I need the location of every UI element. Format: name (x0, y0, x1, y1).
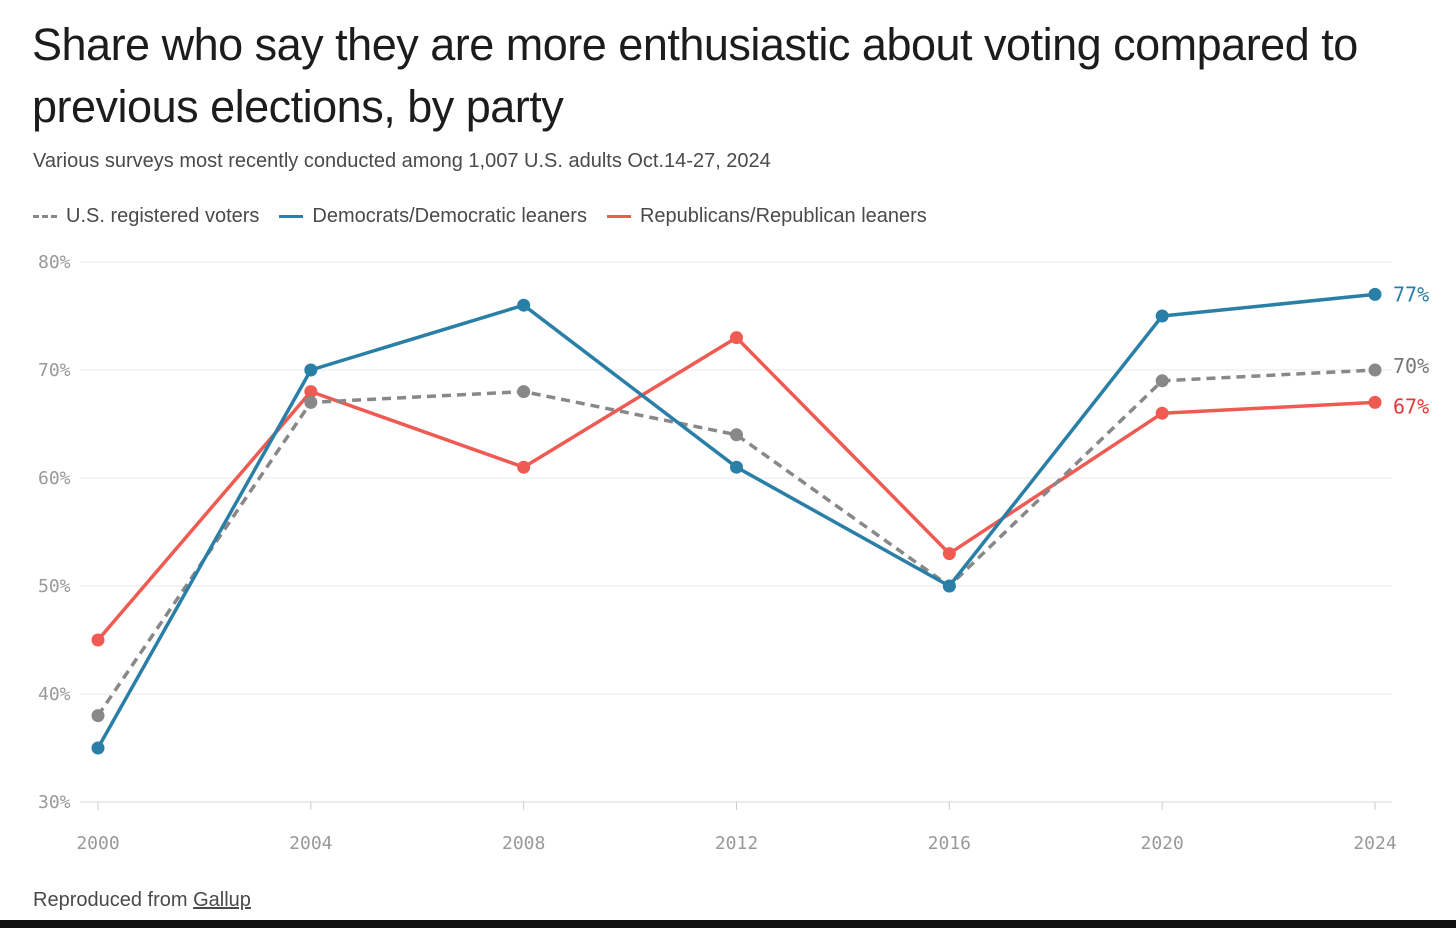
chart-title: Share who say they are more enthusiastic… (32, 19, 1358, 132)
data-point-dems (517, 298, 531, 312)
data-point-voters (1155, 374, 1169, 388)
x-tick-label: 2020 (1140, 833, 1183, 854)
bottom-bar (0, 920, 1456, 928)
data-point-dems (942, 579, 956, 593)
data-point-reps (91, 633, 105, 647)
series-line-voters (96, 368, 1376, 717)
data-point-voters (304, 395, 318, 409)
legend-label-reps: Republicans/Republican leaners (639, 204, 927, 227)
data-point-dems (730, 460, 743, 474)
series-line-dems (96, 292, 1376, 749)
y-tick-label: 60% (38, 468, 71, 489)
y-tick-label: 50% (38, 576, 71, 597)
data-point-voters (91, 709, 105, 723)
y-tick-label: 40% (38, 684, 71, 705)
data-point-reps (1368, 395, 1382, 409)
series-line-reps (96, 335, 1376, 642)
legend-label-voters: U.S. registered voters (66, 204, 260, 227)
x-tick-label: 2008 (502, 833, 545, 854)
end-label-voters: 70% (1393, 354, 1429, 378)
data-point-dems (91, 741, 105, 755)
x-tick-label: 2000 (76, 833, 119, 854)
source-link[interactable]: Gallup (193, 889, 251, 911)
x-tick-label: 2016 (928, 833, 971, 854)
legend-swatch-voters (33, 214, 57, 218)
x-tick-label: 2012 (715, 833, 758, 854)
legend-item-dems: Democrats/Democratic leaners (279, 205, 587, 228)
source-note: Reproduced from Gallup (33, 889, 251, 912)
data-point-dems (1368, 287, 1382, 301)
x-tick-label: 2024 (1353, 833, 1396, 854)
y-tick-label: 30% (38, 792, 71, 813)
data-point-reps (942, 547, 956, 561)
data-point-reps (1155, 406, 1169, 420)
legend-item-reps: Republicans/Republican leaners (606, 204, 927, 228)
data-point-voters (517, 385, 531, 399)
source-prefix: Reproduced from (33, 889, 194, 911)
y-tick-label: 80% (38, 252, 71, 273)
data-point-reps (304, 385, 318, 399)
y-tick-label: 70% (38, 360, 71, 381)
legend-swatch-dems (279, 214, 304, 218)
legend-label-dems: Democrats/Democratic leaners (312, 204, 587, 227)
legend-item-voters: U.S. registered voters (33, 205, 259, 228)
data-point-reps (730, 331, 743, 345)
data-point-dems (1155, 309, 1169, 323)
x-tick-label: 2004 (289, 833, 332, 854)
data-point-reps (517, 460, 531, 474)
chart-subtitle: Various surveys most recently conducted … (33, 150, 771, 172)
data-point-voters (730, 428, 743, 442)
end-label-reps: 67% (1393, 394, 1429, 418)
data-point-dems (304, 363, 318, 377)
end-label-dems: 77% (1393, 282, 1429, 306)
legend-swatch-reps (606, 214, 631, 218)
chart-legend: U.S. registered voters Democrats/Democra… (33, 203, 947, 229)
data-point-voters (1368, 363, 1382, 377)
line-chart: 30% 40% 50% 60% 70% 80% 2000 2004 2008 2012 2016 20… (38, 252, 1429, 854)
